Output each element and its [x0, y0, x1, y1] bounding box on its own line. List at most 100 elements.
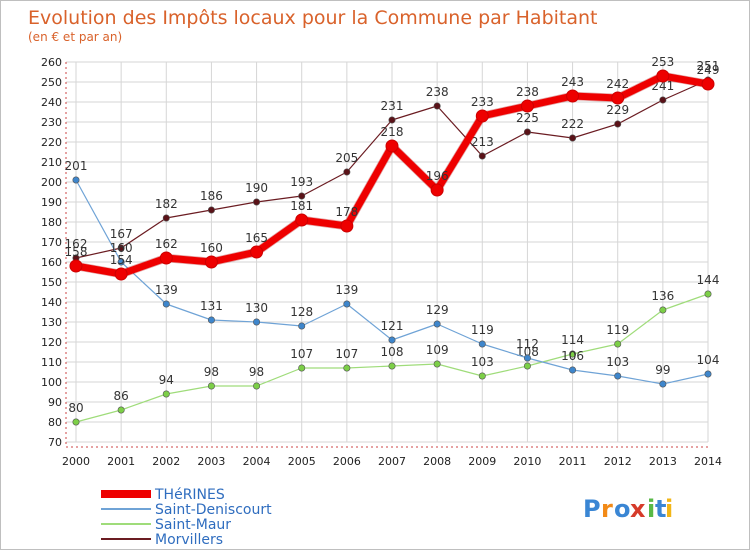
- y-tick-label: 120: [41, 336, 62, 349]
- data-point: [478, 372, 486, 380]
- data-label: 251: [697, 59, 720, 73]
- data-point: [298, 192, 306, 200]
- data-label: 119: [471, 323, 494, 337]
- y-tick-label: 100: [41, 376, 62, 389]
- y-tick-label: 160: [41, 256, 62, 269]
- logo-letter: x: [630, 495, 646, 523]
- data-label: 103: [471, 355, 494, 369]
- y-tick-label: 140: [41, 296, 62, 309]
- data-label: 186: [200, 189, 223, 203]
- data-point: [701, 77, 715, 91]
- y-tick-label: 90: [48, 396, 62, 409]
- y-tick-label: 80: [48, 416, 62, 429]
- data-point: [207, 382, 215, 390]
- data-point: [704, 370, 712, 378]
- data-label: 104: [697, 353, 720, 367]
- y-tick-label: 190: [41, 196, 62, 209]
- data-label: 98: [204, 365, 219, 379]
- data-point: [298, 322, 306, 330]
- data-label: 131: [200, 299, 223, 313]
- data-point: [614, 340, 622, 348]
- data-point: [433, 360, 441, 368]
- data-label: 233: [471, 95, 494, 109]
- data-label: 86: [114, 389, 129, 403]
- data-label: 162: [155, 237, 178, 251]
- series-thérines: 158 154 162 160 165 181 178 218 196 233 238 243 242 2…: [65, 55, 719, 281]
- data-label: 108: [381, 345, 404, 359]
- logo-letter: i: [665, 495, 673, 523]
- data-point: [388, 116, 396, 124]
- logo-letter: o: [614, 495, 631, 523]
- data-point: [343, 168, 351, 176]
- x-tick-label: 2008: [423, 455, 451, 468]
- data-point: [388, 362, 396, 370]
- x-tick-label: 2006: [333, 455, 361, 468]
- data-label: 229: [606, 103, 629, 117]
- y-tick-label: 230: [41, 116, 62, 129]
- data-label: 201: [65, 159, 88, 173]
- legend-label: THéRINES: [154, 487, 225, 503]
- data-label: 128: [290, 305, 313, 319]
- data-point: [523, 362, 531, 370]
- data-label: 160: [200, 241, 223, 255]
- data-label: 162: [65, 237, 88, 251]
- x-tick-label: 2014: [694, 455, 722, 468]
- data-point: [117, 244, 125, 252]
- data-point: [659, 380, 667, 388]
- data-point: [569, 134, 577, 142]
- data-point: [614, 120, 622, 128]
- data-label: 80: [68, 401, 83, 415]
- data-label: 193: [290, 175, 313, 189]
- data-point: [253, 382, 261, 390]
- data-point: [117, 258, 125, 266]
- data-label: 242: [606, 77, 629, 91]
- series-morvillers: 162 167 182 186 190 193 205 231 238 213 225 222 229 2…: [65, 59, 720, 262]
- data-point: [162, 300, 170, 308]
- data-label: 121: [381, 319, 404, 333]
- y-tick-label: 200: [41, 176, 62, 189]
- x-tick-label: 2002: [152, 455, 180, 468]
- data-point: [385, 139, 399, 153]
- data-label: 178: [335, 205, 358, 219]
- data-label: 190: [245, 181, 268, 195]
- y-tick-label: 260: [41, 56, 62, 69]
- x-tick-label: 2009: [468, 455, 496, 468]
- data-point: [204, 255, 218, 269]
- y-tick-label: 240: [41, 96, 62, 109]
- data-label: 129: [426, 303, 449, 317]
- logo-letter: P: [583, 495, 601, 523]
- data-point: [569, 366, 577, 374]
- legend-label: Saint-Maur: [155, 517, 231, 533]
- data-point: [159, 251, 173, 265]
- x-tick-label: 2000: [62, 455, 90, 468]
- series-saint-maur: 80 86 94 98 98 107 107 108 109 103 108 114 119 136 144: [68, 273, 719, 426]
- data-label: 158: [65, 245, 88, 259]
- data-label: 130: [245, 301, 268, 315]
- data-point: [114, 267, 128, 281]
- y-tick-label: 110: [41, 356, 62, 369]
- x-tick-label: 2011: [559, 455, 587, 468]
- data-label: 154: [110, 253, 133, 267]
- logo-letter: t: [655, 495, 666, 523]
- chart-subtitle: (en € et par an): [28, 30, 122, 44]
- logo-letter: i: [647, 495, 655, 523]
- data-point: [72, 418, 80, 426]
- y-tick-label: 220: [41, 136, 62, 149]
- data-label: 243: [561, 75, 584, 89]
- data-label: 136: [651, 289, 674, 303]
- data-label: 106: [561, 349, 584, 363]
- data-point: [478, 340, 486, 348]
- data-point: [295, 213, 309, 227]
- data-point: [72, 176, 80, 184]
- data-point: [340, 219, 354, 233]
- data-point: [388, 336, 396, 344]
- data-point: [343, 364, 351, 372]
- y-tick-label: 180: [41, 216, 62, 229]
- data-label: 99: [655, 363, 670, 377]
- y-tick-label: 130: [41, 316, 62, 329]
- y-tick-label: 150: [41, 276, 62, 289]
- data-point: [162, 390, 170, 398]
- x-tick-label: 2012: [604, 455, 632, 468]
- x-tick-label: 2004: [243, 455, 271, 468]
